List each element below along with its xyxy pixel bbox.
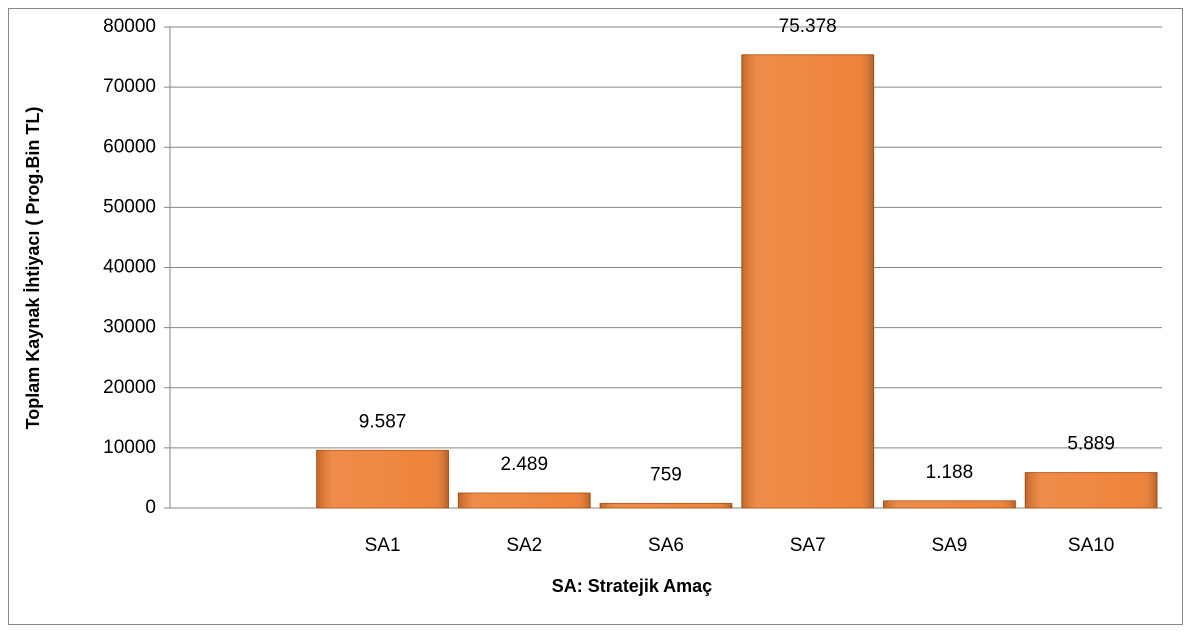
y-tick-label: 80000 — [103, 16, 156, 37]
y-tick-label: 70000 — [103, 76, 156, 97]
y-tick-label: 10000 — [103, 437, 156, 458]
bar — [316, 449, 449, 509]
data-label: 75.378 — [779, 16, 837, 37]
y-axis-label: Toplam Kaynak İhtiyacı ( Prog.Bin TL) — [23, 107, 43, 430]
y-tick-label: 0 — [145, 497, 156, 518]
x-tick-label: SA10 — [1068, 535, 1114, 556]
x-tick-label: SA7 — [790, 535, 826, 556]
y-tick-label: 50000 — [103, 196, 156, 217]
data-label: 9.587 — [359, 411, 407, 432]
data-label: 759 — [650, 464, 682, 485]
bar — [599, 502, 733, 509]
x-tick-label: SA6 — [648, 535, 684, 556]
x-tick-label: SA1 — [365, 535, 401, 556]
data-label: 5.889 — [1067, 434, 1115, 455]
bar — [741, 54, 875, 509]
x-tick-label: SA2 — [506, 535, 542, 556]
data-label: 1.188 — [926, 462, 974, 483]
y-tick-label: 60000 — [103, 136, 156, 157]
y-tick-label: 20000 — [103, 377, 156, 398]
x-axis-label: SA: Stratejik Amaç — [552, 576, 712, 596]
y-tick-label: 40000 — [103, 257, 156, 278]
chart-frame — [8, 8, 1183, 625]
bar — [883, 500, 1016, 509]
bar — [457, 492, 591, 509]
x-tick-label: SA9 — [931, 535, 967, 556]
y-tick-label: 30000 — [103, 317, 156, 338]
data-label: 2.489 — [501, 454, 549, 475]
bar — [1024, 472, 1158, 509]
